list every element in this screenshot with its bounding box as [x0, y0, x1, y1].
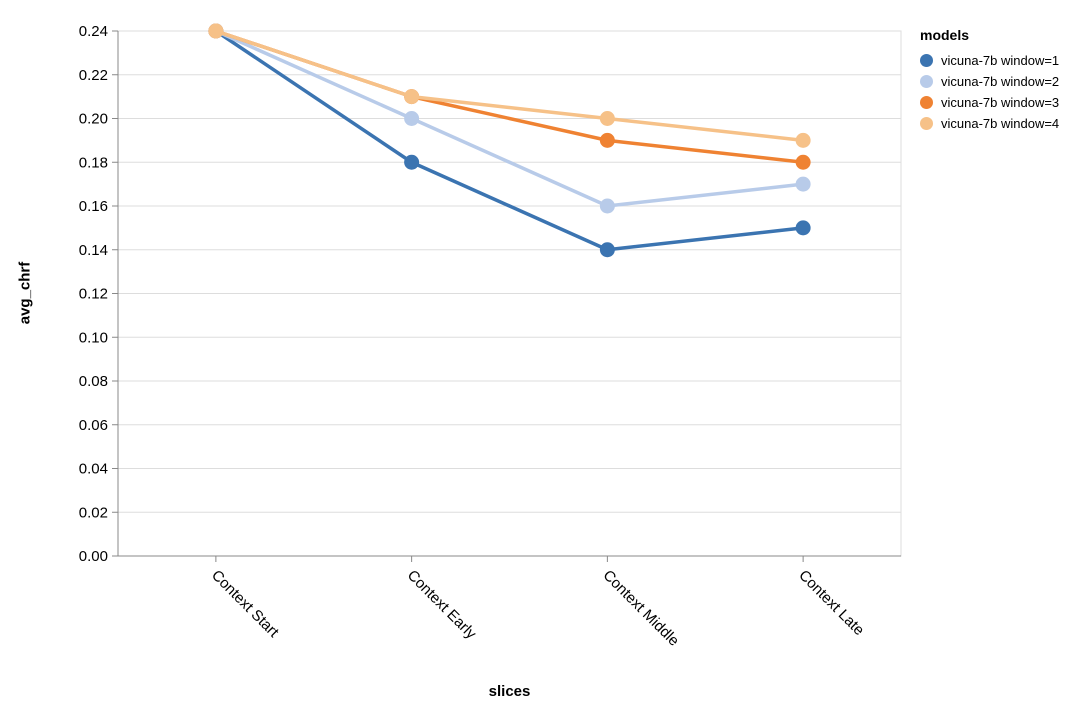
x-axis-tick-label: Context Start: [208, 567, 283, 642]
data-point: [795, 154, 811, 170]
legend-swatch-icon: [920, 54, 933, 67]
legend-item-label: vicuna-7b window=1: [941, 53, 1060, 68]
y-axis-tick-label: 0.24: [79, 23, 108, 40]
y-axis-tick-label: 0.12: [79, 286, 108, 303]
y-axis-tick-label: 0.18: [79, 154, 108, 171]
legend-item: vicuna-7b window=2: [920, 71, 1059, 92]
data-point: [404, 154, 420, 170]
legend-item-label: vicuna-7b window=3: [941, 95, 1060, 110]
data-point: [795, 220, 811, 236]
data-point: [599, 111, 615, 126]
legend-item: vicuna-7b window=3: [920, 92, 1059, 113]
x-axis-tick-label: Context Early: [404, 567, 480, 643]
series-line: [214, 29, 805, 208]
data-point: [599, 242, 615, 258]
legend-item-label: vicuna-7b window=4: [941, 116, 1060, 131]
legend-title: models: [920, 27, 970, 43]
y-axis-tick-label: 0.08: [79, 373, 108, 390]
data-point: [795, 132, 811, 148]
legend: models vicuna-7b window=1 vicuna-7b windo…: [920, 27, 1059, 134]
legend-swatch-icon: [920, 96, 933, 109]
series-line: [214, 29, 805, 164]
y-axis-tick-label: 0.00: [79, 548, 108, 565]
series-line: [214, 29, 805, 143]
y-axis-tick-label: 0.20: [79, 111, 108, 128]
data-point: [599, 132, 615, 148]
legend-item-label: vicuna-7b window=2: [941, 74, 1060, 89]
x-axis-tick-label: Context Middle: [600, 567, 683, 650]
y-axis-tick-label: 0.22: [79, 67, 108, 84]
legend-item: vicuna-7b window=1: [920, 50, 1059, 71]
data-point: [404, 111, 420, 126]
y-axis-tick-label: 0.06: [79, 417, 108, 434]
y-axis-tick-label: 0.04: [79, 461, 108, 478]
legend-items: vicuna-7b window=1 vicuna-7b window=2 vicu…: [920, 50, 1059, 134]
data-point: [208, 23, 224, 39]
legend-swatch-icon: [920, 75, 933, 88]
legend-swatch-icon: [920, 117, 933, 130]
y-axis-tick-label: 0.14: [79, 242, 108, 259]
y-axis-title: avg_chrf: [16, 261, 34, 325]
series-line: [214, 29, 805, 252]
y-axis-tick-label: 0.10: [79, 329, 108, 346]
legend-item: vicuna-7b window=4: [920, 113, 1059, 134]
data-point: [795, 176, 811, 192]
x-axis-tick-label: Context Late: [795, 567, 867, 639]
x-axis-title: slices: [488, 683, 531, 700]
data-point: [404, 89, 420, 105]
y-axis-tick-label: 0.16: [79, 198, 108, 215]
y-axis-tick-label: 0.02: [79, 504, 108, 521]
data-point: [599, 198, 615, 214]
